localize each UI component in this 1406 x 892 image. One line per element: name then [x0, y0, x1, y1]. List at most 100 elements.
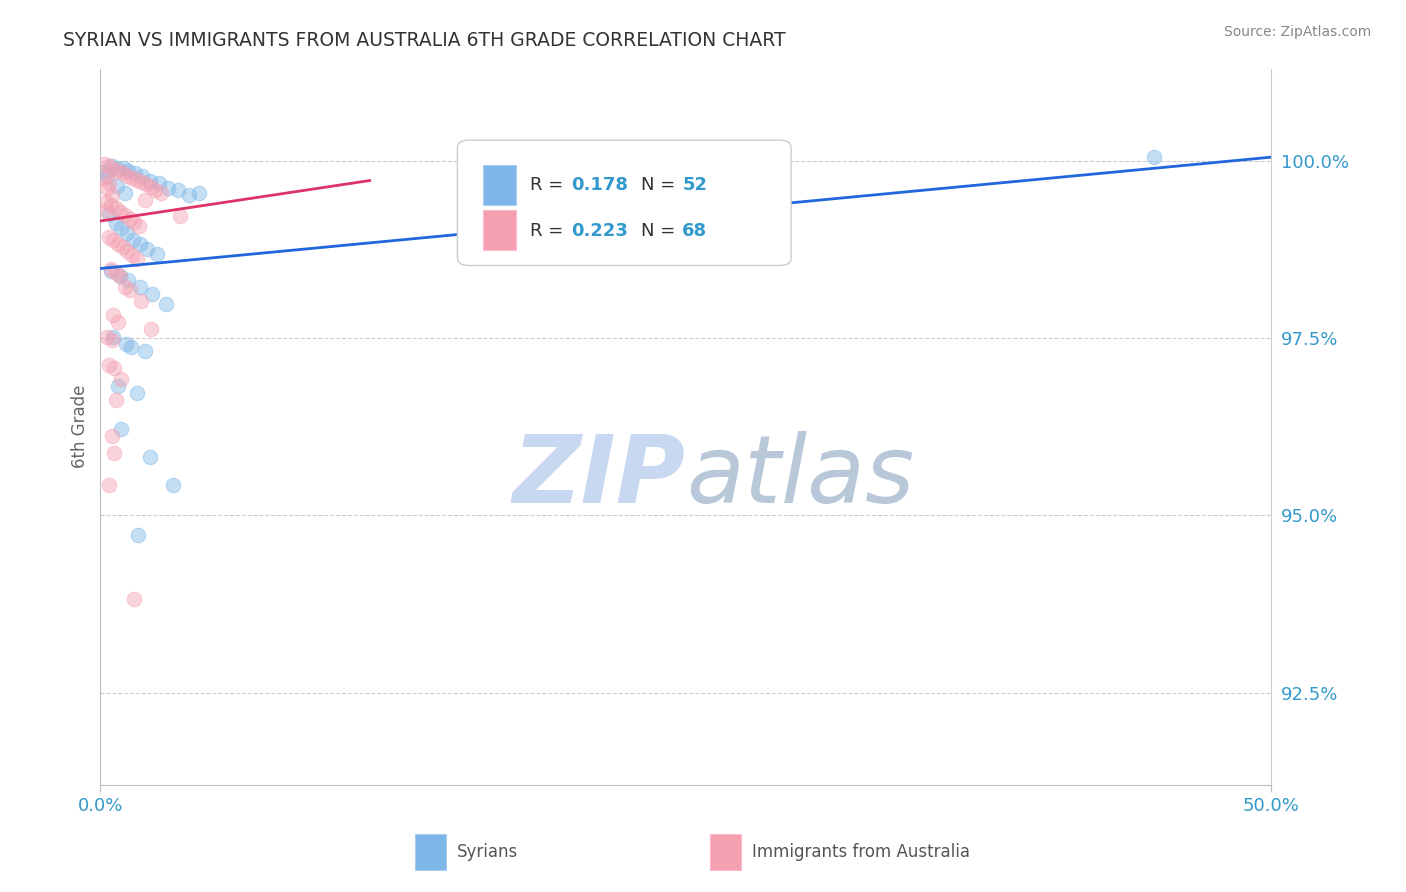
Point [117, 163, 139, 178]
Point [138, 450, 160, 464]
Point [117, 273, 139, 287]
Point [129, 237, 152, 252]
Point [179, 187, 201, 202]
Point [103, 329, 125, 343]
Point [114, 208, 136, 222]
Point [117, 226, 139, 240]
Point [107, 162, 129, 177]
Point [107, 164, 129, 178]
Point [150, 186, 173, 201]
Text: 68: 68 [682, 222, 707, 240]
Point [1143, 150, 1166, 164]
Point [105, 178, 128, 193]
Text: N =: N = [641, 222, 682, 240]
Bar [484, 165, 516, 204]
Text: R =: R = [530, 177, 569, 194]
Point [129, 280, 152, 294]
FancyBboxPatch shape [457, 140, 792, 266]
Point [131, 175, 153, 189]
Point [103, 308, 125, 322]
Point [117, 169, 139, 183]
Point [110, 269, 132, 284]
Point [98, 358, 121, 372]
Point [121, 170, 143, 185]
Point [118, 284, 141, 298]
Point [100, 187, 122, 202]
Point [101, 160, 124, 174]
Point [125, 173, 148, 187]
Text: Immigrants from Australia: Immigrants from Australia [752, 843, 970, 861]
Point [162, 478, 184, 492]
Point [128, 219, 150, 233]
Text: 52: 52 [682, 177, 707, 194]
Point [100, 197, 122, 211]
Point [138, 173, 160, 187]
Point [135, 177, 157, 191]
Point [187, 186, 209, 200]
Point [139, 180, 162, 194]
Point [111, 240, 134, 254]
Point [125, 252, 148, 266]
Point [97, 160, 120, 174]
Point [100, 429, 122, 443]
Point [110, 204, 132, 219]
Point [155, 297, 177, 311]
Point [148, 177, 170, 191]
Y-axis label: 6th Grade: 6th Grade [72, 385, 89, 468]
Point [134, 343, 156, 358]
Point [131, 294, 153, 309]
Point [124, 215, 146, 229]
Point [103, 233, 125, 247]
Point [103, 361, 125, 376]
Point [107, 315, 129, 329]
Point [157, 180, 180, 194]
Point [115, 336, 138, 351]
Point [105, 393, 128, 408]
Point [124, 166, 146, 180]
Point [100, 333, 122, 347]
Point [96, 194, 118, 209]
Point [93, 157, 115, 171]
Point [118, 211, 141, 226]
Point [136, 242, 159, 256]
Point [104, 201, 127, 215]
Point [96, 164, 118, 178]
Point [110, 221, 132, 235]
Text: 0.223: 0.223 [571, 222, 628, 240]
Point [111, 166, 134, 180]
Point [127, 528, 149, 542]
Point [134, 193, 156, 207]
Point [125, 386, 148, 401]
Point [122, 233, 145, 247]
Point [145, 247, 167, 261]
Point [104, 216, 127, 230]
Text: Source: ZipAtlas.com: Source: ZipAtlas.com [1223, 25, 1371, 39]
Point [96, 169, 118, 184]
Text: R =: R = [530, 222, 569, 240]
Point [139, 322, 162, 336]
Point [131, 169, 153, 184]
Point [166, 184, 188, 198]
Point [93, 171, 115, 186]
Point [110, 422, 132, 436]
Point [98, 177, 121, 191]
Point [110, 268, 132, 283]
Text: SYRIAN VS IMMIGRANTS FROM AUSTRALIA 6TH GRADE CORRELATION CHART: SYRIAN VS IMMIGRANTS FROM AUSTRALIA 6TH … [63, 31, 786, 50]
Point [97, 230, 120, 244]
Point [107, 379, 129, 393]
Point [141, 287, 163, 301]
Point [124, 591, 146, 606]
Text: N =: N = [641, 177, 682, 194]
Point [114, 280, 136, 294]
Point [169, 209, 191, 223]
Point [103, 162, 125, 177]
Point [110, 372, 132, 386]
Point [117, 244, 139, 259]
Point [98, 478, 121, 492]
Text: 0.178: 0.178 [571, 177, 628, 194]
Point [100, 262, 122, 277]
Point [96, 180, 118, 194]
Bar [484, 211, 516, 250]
Point [112, 161, 135, 175]
Point [107, 236, 129, 251]
